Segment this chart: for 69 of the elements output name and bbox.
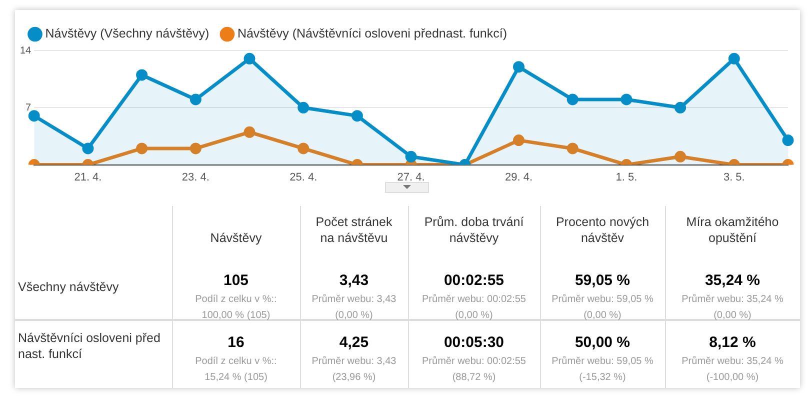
text: (0,00 %)	[582, 309, 622, 323]
text: Procento nových návštěv	[556, 215, 650, 245]
text: 00:05:30	[442, 334, 506, 351]
point	[566, 142, 578, 154]
point	[674, 150, 686, 162]
text: Míra okamžitého opuštění	[686, 215, 779, 245]
text: Průměr webu: 00:02:55	[421, 293, 527, 307]
point	[728, 52, 740, 64]
point	[190, 94, 202, 106]
text: Průměr webu: 59,05 %	[550, 355, 654, 369]
point	[244, 52, 256, 64]
y-tick-label: 7	[26, 102, 32, 114]
text: (0,00 %)	[454, 309, 494, 323]
text: 3,43	[338, 272, 370, 289]
point	[244, 126, 256, 138]
point	[566, 94, 578, 106]
text: Počet stránek na návštěvu	[316, 215, 392, 245]
y-tick-label: 14	[20, 45, 32, 56]
text: 35,24 %	[704, 272, 762, 289]
x-tick-label: 3. 5.	[723, 171, 745, 184]
text: 15,24 % (105)	[204, 371, 268, 385]
text: (23,96 %)	[331, 371, 377, 385]
legend-label: Návštěvy (Všechny návštěvy)	[45, 26, 210, 41]
text: Průměr webu: 59,05 %	[550, 293, 654, 307]
text: Průměr webu: 35,24 %	[680, 293, 784, 307]
text: (88,72 %)	[451, 371, 497, 385]
point	[298, 102, 310, 114]
text: Průměr webu: 35,24 %	[680, 355, 784, 369]
text: Podíl z celku v %::	[194, 355, 278, 369]
x-tick-label: 29. 4.	[504, 171, 533, 184]
point	[674, 102, 686, 114]
x-tick-label: 27. 4.	[397, 171, 425, 184]
text: 8,12 %	[708, 334, 757, 351]
point	[620, 94, 632, 106]
text: (-15,32 %)	[578, 371, 627, 385]
x-tick-label: 23. 4.	[182, 171, 210, 184]
text: 100,00 % (105)	[200, 309, 272, 323]
legend-label: Návštěvy (Návštěvníci osloveni přednast. funkcí)	[237, 26, 508, 41]
x-tick-label: 1. 5.	[616, 171, 638, 184]
x-tick-label: 21. 4.	[74, 171, 102, 184]
text: 59,05 %	[574, 272, 632, 289]
point	[405, 150, 417, 162]
text: Všechny návštěvy	[18, 279, 120, 295]
text: (0,00 %)	[712, 309, 752, 323]
text: Podíl z celku v %::	[194, 293, 278, 307]
text: Průměr webu: 3,43	[310, 355, 398, 369]
text: (0,00 %)	[334, 309, 374, 323]
point	[136, 69, 148, 81]
text: Návštěvy	[210, 231, 262, 245]
text: Návštěvníci osloveni před nast. funkcí	[18, 330, 162, 362]
text: Průměr webu: 3,43	[310, 293, 398, 307]
point	[513, 61, 525, 73]
text: Průměr webu: 00:02:55	[421, 355, 527, 369]
point	[82, 142, 94, 154]
point	[136, 142, 148, 154]
text: 4,25	[338, 334, 370, 351]
point	[351, 110, 363, 122]
text: 00:02:55	[442, 272, 506, 289]
x-tick-label: 25. 4.	[290, 171, 318, 184]
point	[190, 142, 202, 154]
text: 105	[222, 272, 250, 289]
text: 50,00 %	[574, 334, 632, 351]
point	[782, 134, 794, 146]
point	[513, 134, 525, 146]
text: (-100,00 %)	[705, 371, 760, 385]
text: 16	[226, 334, 246, 351]
text: Prům. doba trvání návštěvy	[424, 215, 524, 245]
point	[298, 142, 310, 154]
point	[28, 110, 40, 122]
